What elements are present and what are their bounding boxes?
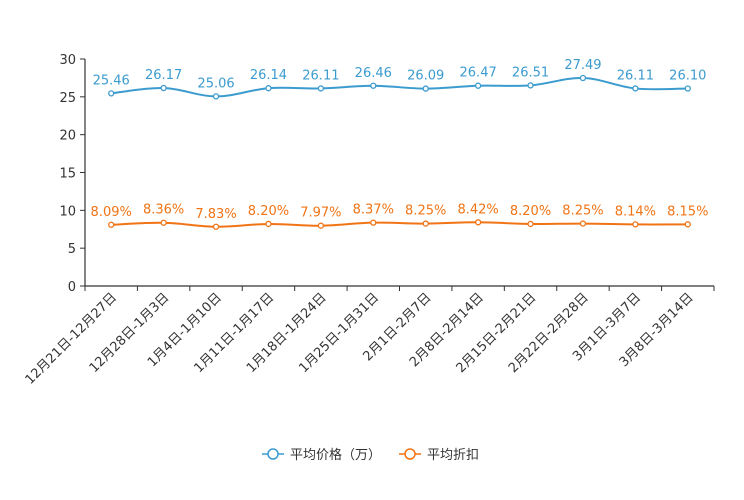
- data-point[interactable]: [160, 84, 167, 92]
- data-point[interactable]: [579, 220, 587, 227]
- data-label: 7.97%: [300, 206, 341, 221]
- series-line: [111, 221, 688, 228]
- series-1: 25.46 26.17 25.06 26.14 26.11 26.46 26.09 26.47…: [93, 58, 706, 100]
- data-label: 26.10: [669, 69, 706, 84]
- data-label: 25.46: [93, 73, 130, 88]
- data-point[interactable]: [527, 220, 534, 228]
- data-point[interactable]: [684, 85, 691, 92]
- data-point[interactable]: [422, 220, 429, 227]
- data-point[interactable]: [108, 221, 115, 228]
- y-tick-label: 30: [59, 53, 76, 68]
- series-line: [111, 76, 688, 98]
- data-label: 8.15%: [667, 204, 708, 219]
- data-point[interactable]: [265, 85, 272, 92]
- data-point[interactable]: [108, 90, 115, 97]
- y-tick-label: 25: [59, 91, 76, 106]
- data-point[interactable]: [370, 82, 377, 89]
- data-point[interactable]: [212, 93, 220, 100]
- data-label: 8.20%: [248, 204, 289, 219]
- legend[interactable]: 平均价格（万） 平均折扣: [262, 447, 479, 463]
- y-tick-label: 10: [59, 204, 76, 219]
- data-point[interactable]: [317, 85, 325, 92]
- data-label: 26.14: [250, 68, 287, 83]
- data-point[interactable]: [317, 222, 325, 229]
- legend-item-2[interactable]: 平均折扣: [399, 448, 479, 463]
- y-tick-label: 0: [68, 280, 76, 295]
- legend-label: 平均折扣: [427, 448, 479, 463]
- data-label: 26.11: [617, 68, 654, 83]
- data-point[interactable]: [684, 221, 691, 228]
- data-label: 26.46: [355, 66, 392, 81]
- data-label: 8.20%: [510, 204, 551, 219]
- data-label: 8.25%: [405, 204, 446, 219]
- data-point[interactable]: [527, 82, 534, 89]
- data-point[interactable]: [422, 85, 429, 92]
- data-point[interactable]: [632, 221, 639, 228]
- legend-marker-icon: [267, 448, 279, 460]
- data-label: 8.09%: [91, 205, 132, 220]
- data-label: 26.17: [145, 68, 182, 83]
- data-label: 8.42%: [457, 202, 498, 217]
- data-label: 8.36%: [143, 203, 184, 218]
- data-point[interactable]: [474, 219, 482, 226]
- data-point[interactable]: [265, 220, 272, 228]
- y-tick-label: 20: [59, 129, 76, 144]
- data-label: 27.49: [564, 58, 601, 73]
- data-label: 26.11: [302, 68, 339, 83]
- data-label: 7.83%: [195, 207, 236, 222]
- legend-item-1[interactable]: 平均价格（万）: [262, 447, 381, 463]
- data-point[interactable]: [212, 223, 220, 230]
- y-tick-label: 15: [59, 167, 76, 182]
- data-label: 25.06: [197, 76, 234, 91]
- series-2: 8.09% 8.36% 7.83% 8.20% 7.97% 8.37% 8.25% 8.42%…: [91, 202, 708, 230]
- data-label: 8.37%: [353, 203, 394, 218]
- data-label: 26.47: [460, 66, 497, 81]
- legend-marker-icon: [404, 448, 416, 460]
- data-label: 8.25%: [562, 204, 603, 219]
- data-label: 26.09: [407, 69, 444, 84]
- data-point[interactable]: [160, 219, 167, 226]
- data-label: 26.51: [512, 65, 549, 80]
- data-point[interactable]: [370, 219, 377, 226]
- legend-label: 平均价格（万）: [290, 447, 381, 463]
- data-label: 8.14%: [615, 204, 656, 219]
- data-point[interactable]: [474, 82, 482, 89]
- y-tick-label: 5: [68, 242, 76, 257]
- series-layer: 25.46 26.17 25.06 26.14 26.11 26.46 26.09 26.47…: [91, 58, 708, 230]
- data-point[interactable]: [579, 74, 587, 82]
- data-point[interactable]: [632, 85, 639, 92]
- x-tick-label: 12月21日-12月27日: [23, 290, 120, 387]
- axes: 05101520253012月21日-12月27日12月28日-1月3日1月4日…: [23, 53, 715, 388]
